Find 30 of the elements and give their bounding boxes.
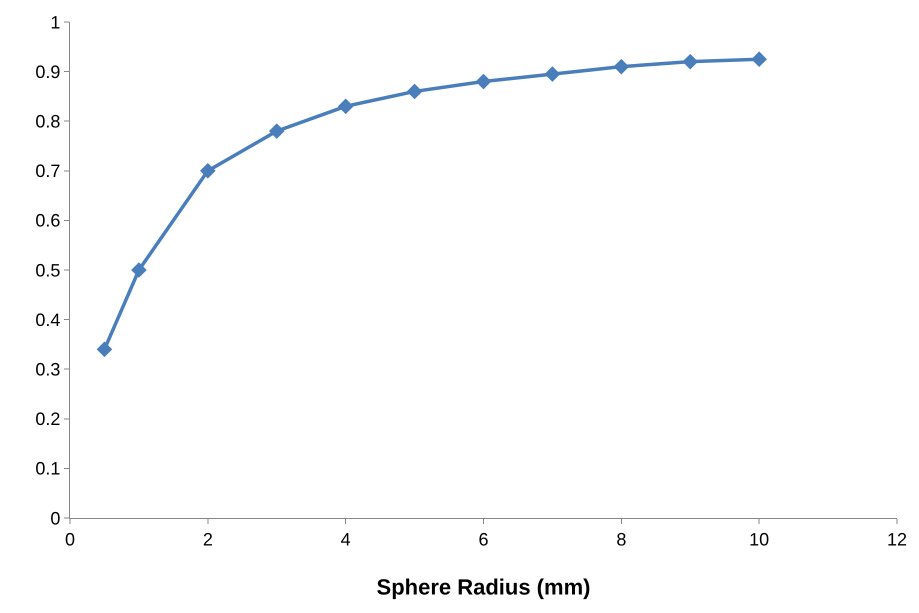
y-tick-label: 0.9	[35, 62, 60, 82]
x-tick-label: 6	[478, 530, 489, 550]
y-tick-label: 0.5	[35, 260, 60, 280]
x-axis-title: Sphere Radius (mm)	[376, 574, 590, 600]
point	[476, 74, 492, 90]
point	[544, 66, 560, 82]
point	[614, 58, 630, 74]
y-tick-label: 1	[50, 12, 60, 32]
y-tick-label: 0.1	[35, 458, 60, 479]
point	[338, 98, 354, 114]
point	[682, 54, 698, 70]
x-tick-label: 0	[64, 530, 76, 550]
point	[406, 84, 422, 100]
x-tick-label: 12	[886, 530, 908, 550]
y-tick-label: 0	[50, 508, 60, 528]
y-tick-label: 0.7	[35, 161, 60, 182]
y-tick-label: 0.3	[35, 360, 60, 380]
y-tick-label: 0.8	[35, 112, 60, 132]
x-tick-label: 8	[616, 530, 626, 550]
point	[200, 163, 216, 179]
x-tick-label: 10	[749, 530, 770, 550]
point	[131, 262, 147, 278]
y-tick-label: 0.6	[35, 210, 60, 231]
point	[96, 342, 112, 358]
y-tick-label: 0.4	[35, 310, 60, 330]
point	[268, 123, 285, 139]
x-tick-label: 2	[202, 530, 213, 550]
point	[751, 51, 767, 67]
y-tick-label: 0.2	[35, 409, 60, 430]
x-tick-label: 4	[340, 530, 351, 550]
